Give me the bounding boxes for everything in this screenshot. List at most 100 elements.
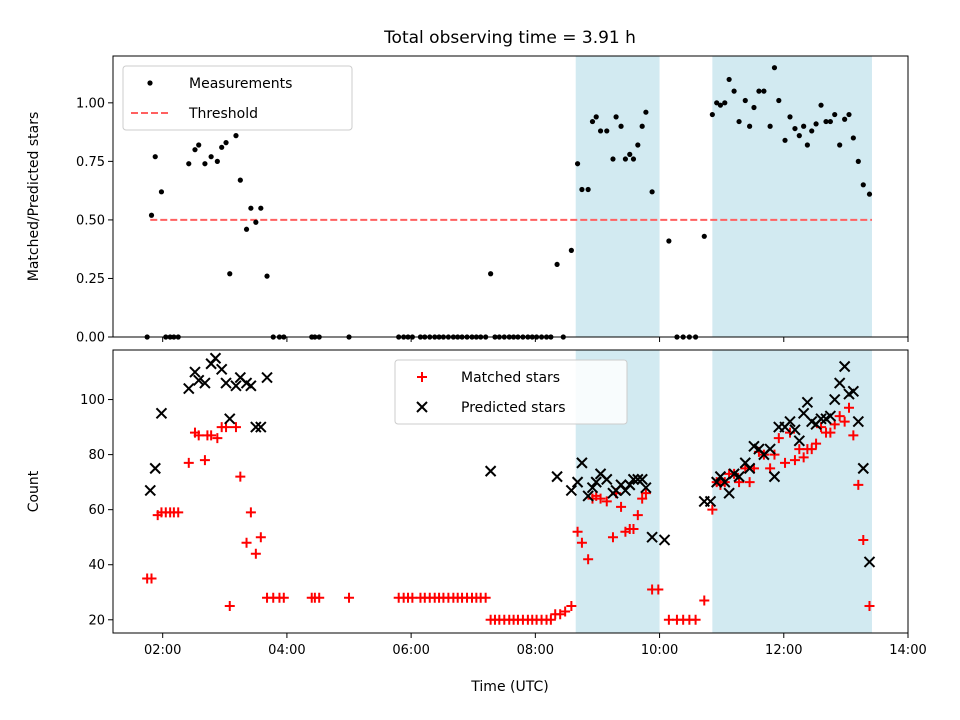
data-point <box>811 438 822 449</box>
data-point <box>572 526 583 537</box>
data-point <box>637 493 648 504</box>
data-point <box>818 102 824 108</box>
data-point <box>838 360 851 373</box>
legend-box <box>394 359 628 425</box>
data-point <box>723 487 735 499</box>
data-point <box>173 507 184 518</box>
data-point <box>813 121 819 127</box>
data-point <box>726 76 732 83</box>
data-point <box>842 116 848 122</box>
data-point <box>152 154 158 160</box>
data-point <box>208 154 214 160</box>
data-point <box>589 118 596 125</box>
data-point <box>733 470 745 483</box>
axes-frame <box>112 55 909 338</box>
data-point <box>583 554 594 565</box>
data-point <box>193 430 204 441</box>
legend-x-swatch <box>416 401 428 413</box>
data-point <box>834 411 845 422</box>
y-tick-label: 20 <box>88 613 105 628</box>
data-point <box>858 534 869 545</box>
data-point <box>804 142 810 148</box>
data-point <box>230 380 242 392</box>
data-point <box>736 118 742 125</box>
data-point <box>690 614 701 625</box>
data-point <box>792 125 798 132</box>
data-point <box>649 189 655 195</box>
y-axis-label: Count <box>26 470 42 512</box>
y-tick-label: 0.50 <box>76 213 105 228</box>
data-point <box>806 444 817 455</box>
y-axis-label: Matched/Predicted stars <box>26 112 42 282</box>
x-axis-label: Time (UTC) <box>470 679 548 695</box>
data-point <box>764 443 776 455</box>
data-point <box>551 470 563 483</box>
data-point <box>610 156 616 162</box>
data-point <box>597 128 604 134</box>
data-point <box>245 507 256 518</box>
data-point <box>243 226 250 232</box>
data-point <box>714 100 720 106</box>
legend: Matched stars Predicted stars <box>394 359 628 425</box>
data-point <box>782 137 788 143</box>
data-point <box>576 537 587 548</box>
data-point <box>860 182 866 188</box>
data-point <box>255 532 266 543</box>
data-point <box>640 488 651 499</box>
data-point <box>237 177 243 183</box>
data-point <box>214 158 220 164</box>
legend-plus-swatch <box>417 372 427 382</box>
data-point <box>565 484 578 497</box>
data-point <box>250 548 261 559</box>
data-point <box>630 156 637 162</box>
data-point <box>233 133 239 139</box>
data-point <box>571 476 584 488</box>
data-point <box>801 123 807 129</box>
y-tick-label: 0.25 <box>76 272 105 287</box>
data-point <box>768 470 781 483</box>
x-tick-label: 02:00 <box>144 643 181 658</box>
data-point <box>209 352 222 364</box>
data-point <box>220 377 232 389</box>
data-point <box>823 118 829 125</box>
data-point <box>852 415 865 428</box>
data-point <box>189 366 201 378</box>
data-point <box>742 97 748 104</box>
data-point <box>789 455 800 466</box>
data-point <box>646 531 658 543</box>
legend-box <box>122 65 353 131</box>
data-point <box>199 455 210 466</box>
data-point <box>576 457 588 469</box>
data-point <box>751 104 757 111</box>
data-point <box>731 88 737 94</box>
data-point <box>815 413 827 425</box>
legend-label: Predicted stars <box>461 400 566 416</box>
data-point <box>747 123 753 129</box>
y-tick-label: 1.00 <box>76 96 105 111</box>
data-point <box>155 407 168 420</box>
data-point <box>756 88 762 94</box>
data-point <box>773 433 784 444</box>
data-point <box>744 477 755 488</box>
data-point <box>653 584 664 595</box>
data-point <box>212 433 223 444</box>
data-point <box>235 471 246 482</box>
series-measurements <box>144 65 873 340</box>
data-point <box>593 114 599 120</box>
data-point <box>627 151 633 157</box>
data-point <box>787 114 793 120</box>
x-tick-label: 14:00 <box>889 643 926 658</box>
panel-count: 02:00 04:00 06:00 08:00 10:00 12:00 14:00 20 40 6… <box>26 349 927 658</box>
data-point <box>853 479 864 490</box>
data-point <box>743 462 756 475</box>
data-point <box>776 97 782 104</box>
data-point <box>636 473 648 486</box>
shaded-interval <box>712 56 872 337</box>
y-tick-label: 60 <box>88 503 105 518</box>
data-point <box>839 416 850 427</box>
x-tick-label: 06:00 <box>392 643 429 658</box>
data-point <box>566 601 577 612</box>
figure-title: Total observing time = 3.91 h <box>383 28 636 48</box>
data-point <box>224 413 236 425</box>
